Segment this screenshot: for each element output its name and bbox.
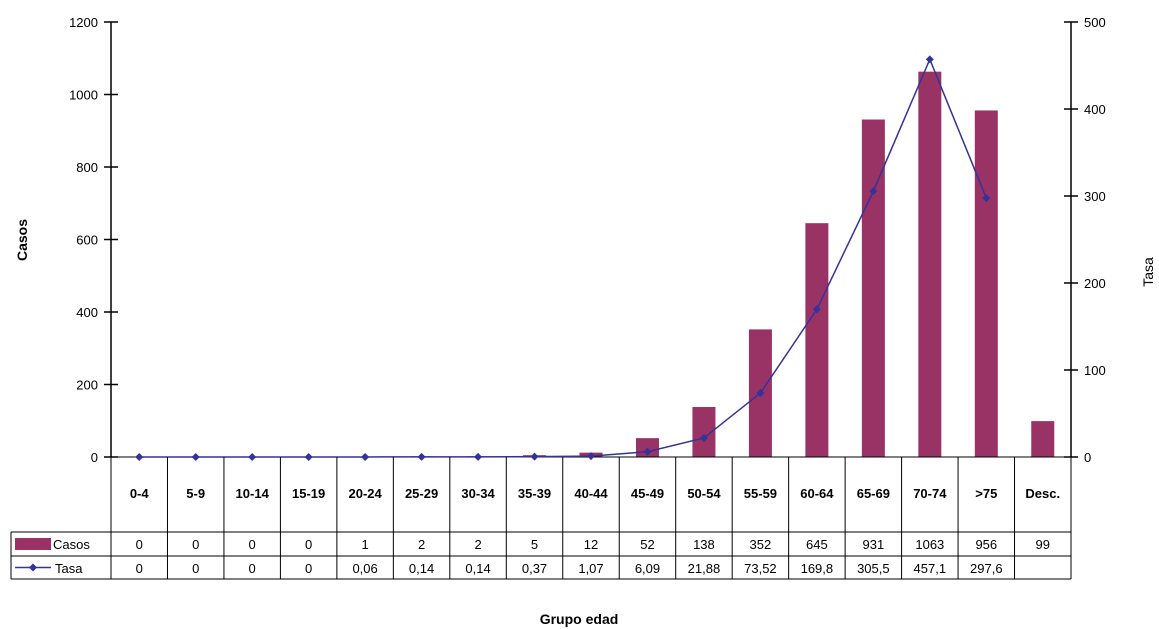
bar-60-64: [805, 223, 829, 457]
legend-label-tasa: Tasa: [55, 561, 83, 576]
point-tasa-0-4: [135, 453, 144, 461]
data-label-tasa: 457,1: [914, 561, 947, 576]
data-label-casos: 99: [1036, 537, 1050, 552]
x-category-label: 20-24: [348, 486, 382, 501]
point-tasa-70-74: [925, 55, 934, 64]
data-label-casos: 5: [531, 537, 538, 552]
data-table: 0-4 5-9 10-14 15-19 20-24 25-29 30-34 35-39 40-4…: [10, 457, 1072, 580]
data-label-casos: 0: [136, 537, 143, 552]
y-tick-left-label: 1200: [69, 15, 98, 30]
x-category-label: 15-19: [292, 486, 325, 501]
data-label-tasa: 6,09: [635, 561, 660, 576]
y-tick-left-label: 1000: [69, 88, 98, 103]
legend-marker-tasa: [29, 563, 37, 572]
point-tasa-45-49: [643, 447, 652, 456]
point-tasa-40-44: [587, 452, 595, 461]
data-label-tasa: 0: [136, 561, 143, 576]
y-tick-right-label: 0: [1084, 450, 1091, 465]
axes-group: 0 200 400 600 800 1000 1200 0 100 200 300 400 500: [69, 15, 1106, 465]
point-tasa-25-29: [417, 452, 426, 461]
data-label-casos: 138: [693, 537, 715, 552]
point-tasa-55-59: [756, 389, 765, 398]
point-tasa-50-54: [699, 433, 708, 442]
bar->75: [974, 110, 998, 457]
x-category-label: 0-4: [130, 486, 150, 501]
data-label-tasa: 169,8: [801, 561, 834, 576]
data-label-tasa: 305,5: [857, 561, 890, 576]
x-category-label: 5-9: [186, 486, 205, 501]
data-label-tasa: 0,06: [352, 561, 377, 576]
data-label-casos: 1: [362, 537, 369, 552]
data-label-tasa: 0,37: [522, 561, 547, 576]
y-tick-right-label: 300: [1084, 189, 1106, 204]
data-label-casos: 0: [249, 537, 256, 552]
x-category-label: 60-64: [800, 486, 834, 501]
data-label-tasa: 0: [192, 561, 199, 576]
line-tasa: [139, 57, 987, 458]
data-label-tasa: 297,6: [970, 561, 1003, 576]
y-tick-left-label: 400: [76, 305, 98, 320]
y-axis-title: Casos: [14, 219, 30, 261]
data-label-casos: 2: [474, 537, 481, 552]
y-axis-right-title: Tasa: [1140, 257, 1156, 287]
bar-70-74: [918, 71, 942, 457]
x-category-label: >75: [975, 486, 997, 501]
data-label-tasa: 21,88: [688, 561, 721, 576]
data-label-casos: 645: [806, 537, 828, 552]
data-label-tasa: 0: [249, 561, 256, 576]
point-tasa-35-39: [530, 452, 539, 461]
data-label-casos: 931: [863, 537, 885, 552]
data-label-casos: 1063: [915, 537, 944, 552]
y-tick-left-label: 0: [91, 450, 98, 465]
x-category-label: 10-14: [236, 486, 270, 501]
x-category-label: 30-34: [461, 486, 495, 501]
y-tick-left-label: 600: [76, 233, 98, 248]
point-tasa-60-64: [812, 305, 821, 314]
data-label-casos: 0: [192, 537, 199, 552]
x-category-label: 35-39: [518, 486, 551, 501]
bar-65-69: [861, 119, 885, 457]
y-tick-right-label: 200: [1084, 276, 1106, 291]
data-label-tasa: 0,14: [465, 561, 490, 576]
data-label-casos: 2: [418, 537, 425, 552]
y-tick-right-label: 400: [1084, 102, 1106, 117]
y-tick-right-label: 500: [1084, 15, 1106, 30]
data-label-casos: 12: [584, 537, 598, 552]
point-tasa-65-69: [869, 187, 878, 196]
data-label-casos: 52: [640, 537, 654, 552]
legend-swatch-casos: [15, 538, 51, 550]
data-label-casos: 0: [305, 537, 312, 552]
data-label-tasa: 0: [305, 561, 312, 576]
y-tick-left-label: 200: [76, 378, 98, 393]
legend-label-casos: Casos: [53, 537, 90, 552]
point-tasa-10-14: [248, 453, 257, 461]
x-category-label: 45-49: [631, 486, 664, 501]
data-label-tasa: 0,14: [409, 561, 434, 576]
point-tasa->75: [982, 194, 991, 203]
point-tasa-30-34: [474, 452, 483, 461]
data-label-tasa: 1,07: [578, 561, 603, 576]
point-tasa-15-19: [304, 453, 313, 461]
bars-group: [353, 71, 1055, 457]
data-label-casos: 956: [975, 537, 997, 552]
x-axis-title: Grupo edad: [540, 611, 619, 627]
x-category-label: 25-29: [405, 486, 438, 501]
x-category-label: 40-44: [574, 486, 608, 501]
y-tick-left-label: 800: [76, 160, 98, 175]
x-category-label: 70-74: [913, 486, 947, 501]
data-label-casos: 352: [750, 537, 772, 552]
x-category-label: 65-69: [857, 486, 890, 501]
y-tick-right-label: 100: [1084, 363, 1106, 378]
bar-Desc.: [1031, 421, 1055, 457]
x-category-label: 50-54: [687, 486, 721, 501]
data-label-tasa: 73,52: [744, 561, 777, 576]
point-tasa-5-9: [191, 453, 200, 461]
x-category-label: 55-59: [744, 486, 777, 501]
point-tasa-20-24: [361, 452, 370, 461]
bar-50-54: [692, 406, 716, 457]
x-category-label: Desc.: [1025, 486, 1060, 501]
